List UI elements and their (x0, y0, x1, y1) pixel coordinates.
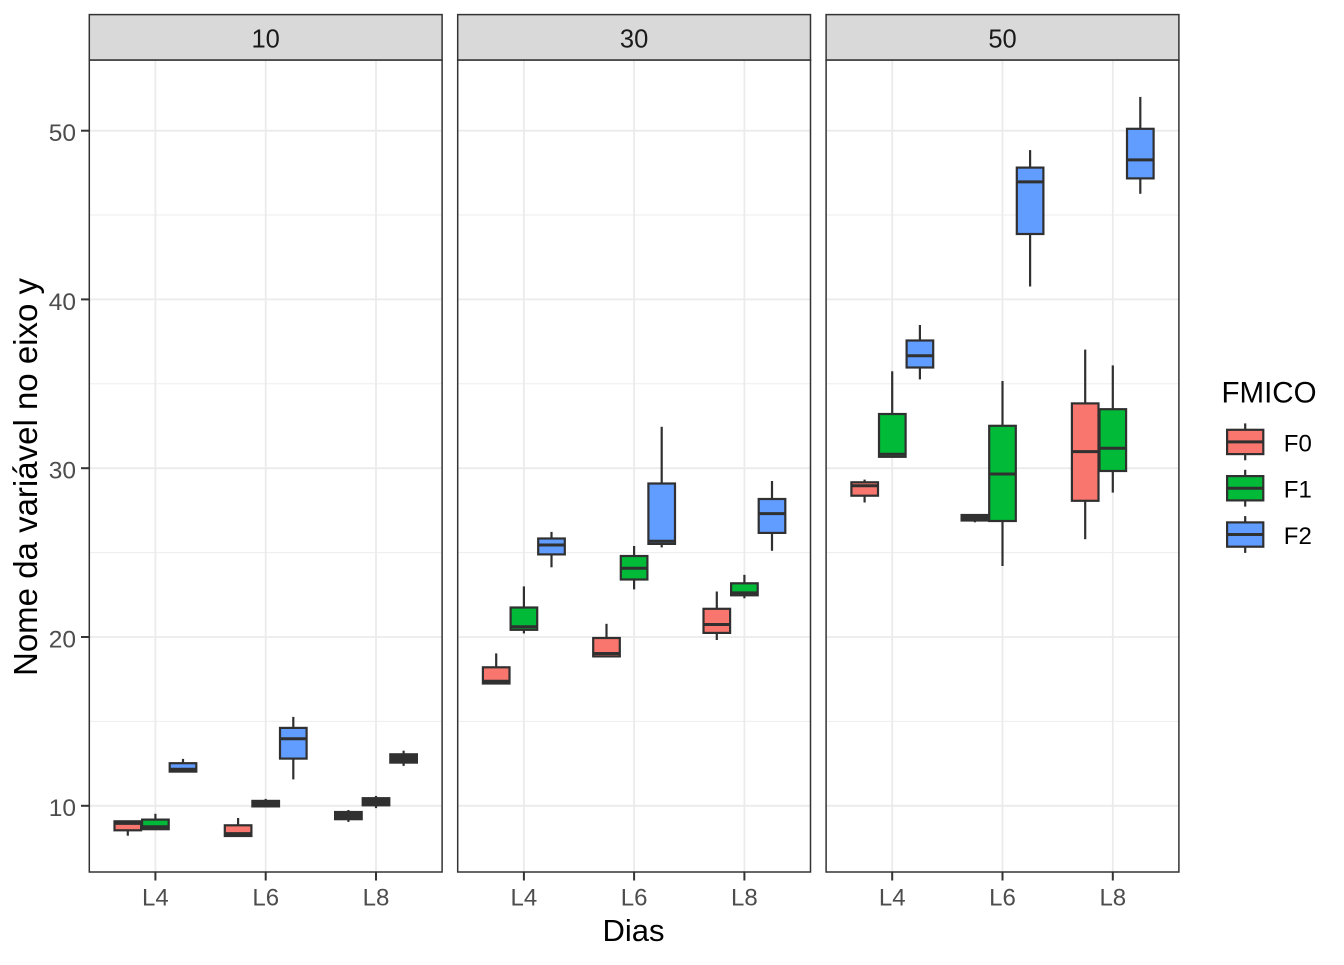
svg-text:L6: L6 (252, 885, 279, 912)
svg-text:30: 30 (49, 458, 76, 485)
svg-text:L6: L6 (989, 885, 1016, 912)
svg-text:50: 50 (49, 120, 76, 147)
svg-text:10: 10 (252, 26, 280, 54)
svg-text:L4: L4 (879, 885, 906, 912)
svg-text:10: 10 (49, 795, 76, 822)
svg-text:F1: F1 (1284, 477, 1312, 504)
svg-text:L8: L8 (1099, 885, 1126, 912)
svg-text:Dias: Dias (602, 913, 664, 948)
svg-text:50: 50 (988, 26, 1016, 54)
svg-text:F2: F2 (1284, 523, 1312, 550)
svg-text:L4: L4 (142, 885, 169, 912)
svg-text:40: 40 (49, 289, 76, 316)
svg-text:F0: F0 (1284, 430, 1312, 457)
svg-text:L8: L8 (731, 885, 758, 912)
svg-text:L6: L6 (621, 885, 648, 912)
svg-text:FMICO: FMICO (1222, 376, 1317, 409)
svg-text:L8: L8 (363, 885, 390, 912)
svg-text:Nome da variável no eixo y: Nome da variável no eixo y (7, 277, 44, 676)
svg-text:L4: L4 (511, 885, 538, 912)
svg-text:20: 20 (49, 626, 76, 653)
svg-text:30: 30 (620, 26, 648, 54)
